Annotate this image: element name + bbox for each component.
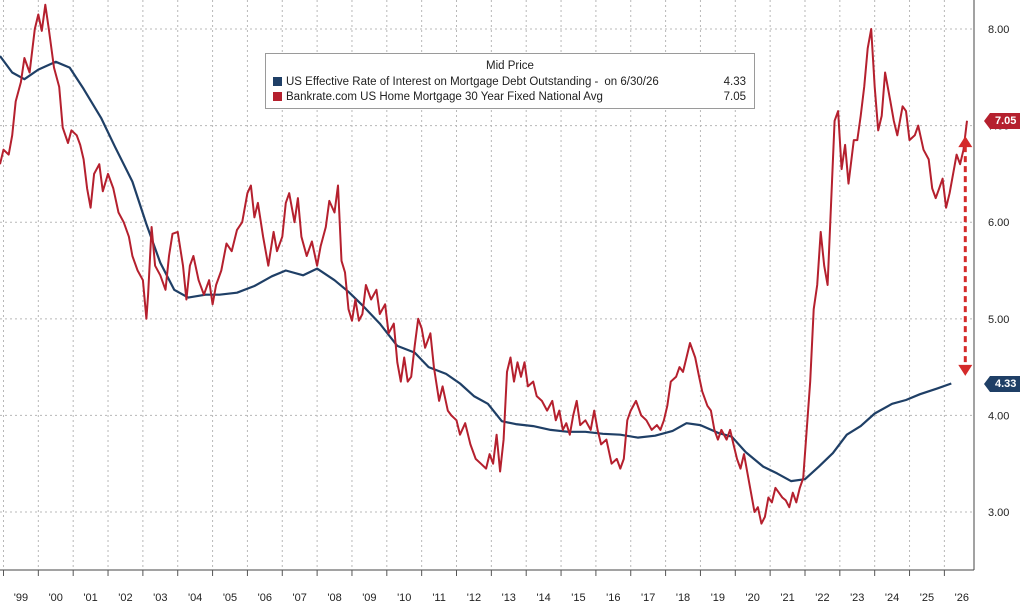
x-tick-label: '20 — [746, 592, 760, 604]
x-tick-label: '11 — [432, 592, 446, 604]
x-tick-label: '15 — [571, 592, 585, 604]
legend-title: Mid Price — [486, 60, 534, 72]
x-tick-label: '12 — [467, 592, 481, 604]
x-tick-label: '01 — [83, 592, 97, 604]
x-tick-label: '04 — [188, 592, 202, 604]
x-tick-label: '00 — [49, 592, 63, 604]
x-tick-label: '17 — [641, 592, 655, 604]
x-tick-label: '26 — [955, 592, 969, 604]
x-tick-label: '03 — [153, 592, 167, 604]
y-tick-label: 6.00 — [988, 217, 1009, 229]
x-tick-label: '13 — [502, 592, 516, 604]
legend-swatch-bankrate — [273, 92, 282, 101]
y-tick-label: 3.00 — [988, 507, 1009, 519]
y-tick-label: 8.00 — [988, 24, 1009, 36]
x-tick-label: '10 — [397, 592, 411, 604]
x-tick-label: '22 — [815, 592, 829, 604]
grid-lines — [0, 0, 974, 570]
legend: Mid Price US Effective Rate of Interest … — [265, 53, 755, 109]
legend-entry-effective-rate: US Effective Rate of Interest on Mortgag… — [273, 75, 746, 90]
x-axis-ticks: '99 '00 '01 '02 '03 '04 '05 '06 '07 '08 '09 '10 '11 '… — [2, 570, 969, 604]
legend-entry-bankrate: Bankrate.com US Home Mortgage 30 Year Fi… — [273, 90, 746, 105]
legend-date: on 6/30/26 — [604, 76, 659, 88]
x-tick-label: '08 — [327, 592, 341, 604]
annotation-arrow-head-up — [958, 136, 973, 148]
last-value-tag-bankrate: 7.05 — [983, 112, 1021, 129]
x-tick-label: '24 — [885, 592, 899, 604]
legend-label: Bankrate.com US Home Mortgage 30 Year Fi… — [286, 91, 603, 103]
x-tick-label: '02 — [118, 592, 132, 604]
legend-value: 4.33 — [723, 76, 746, 88]
x-tick-label: '21 — [780, 592, 794, 604]
x-tick-label: '09 — [362, 592, 376, 604]
x-tick-label: '25 — [920, 592, 934, 604]
legend-label: US Effective Rate of Interest on Mortgag… — [286, 76, 599, 88]
x-tick-label: '99 — [14, 592, 28, 604]
chart-frame — [0, 0, 975, 571]
last-value-tag-effective-rate: 4.33 — [983, 375, 1021, 392]
x-tick-label: '05 — [223, 592, 237, 604]
y-tick-label: 5.00 — [988, 314, 1009, 326]
x-tick-label: '23 — [850, 592, 864, 604]
legend-value: 7.05 — [723, 91, 746, 103]
x-tick-label: '07 — [293, 592, 307, 604]
x-tick-label: '06 — [258, 592, 272, 604]
annotation-layer — [958, 136, 973, 376]
x-tick-label: '16 — [606, 592, 620, 604]
y-tick-label: 4.00 — [988, 410, 1009, 422]
y-axis-ticks: 3.004.005.006.007.008.00 — [988, 24, 1009, 519]
x-tick-label: '19 — [711, 592, 725, 604]
annotation-arrow-head-down — [958, 364, 973, 376]
legend-swatch-effective-rate — [273, 77, 282, 86]
x-tick-label: '18 — [676, 592, 690, 604]
series-layer — [0, 3, 968, 525]
series-line-bankrate — [0, 3, 968, 525]
x-tick-label: '14 — [536, 592, 550, 604]
